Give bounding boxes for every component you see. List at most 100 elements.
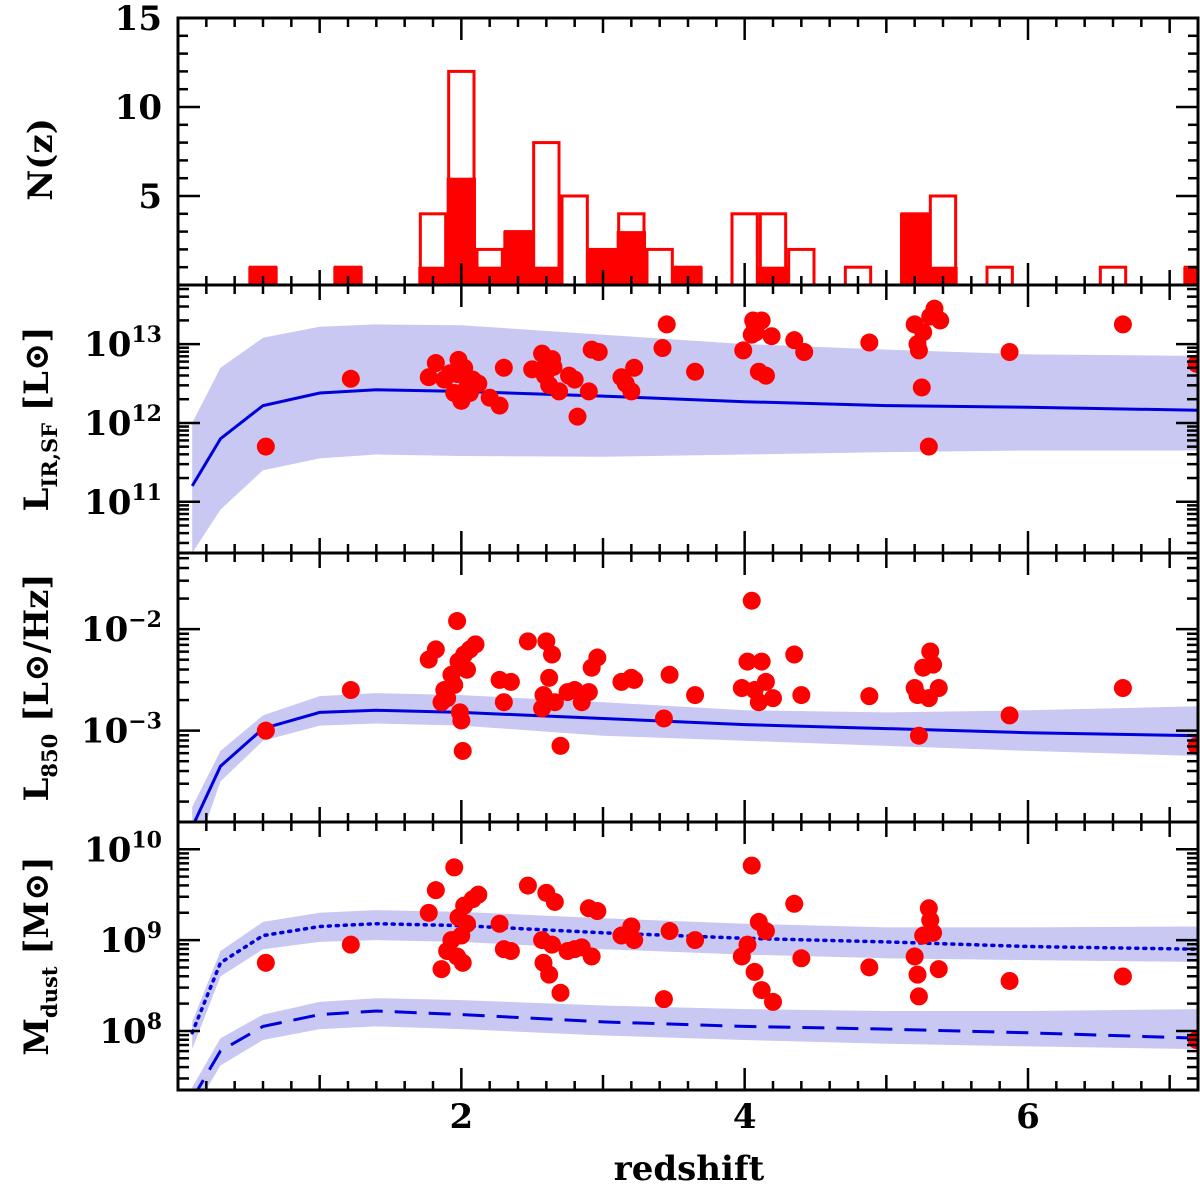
y-axis-title: LIR,SF [L⊙] (17, 327, 62, 512)
x-tick-label: 4 (733, 1097, 757, 1137)
histogram-frame (176, 16, 1200, 287)
data-point (579, 382, 598, 401)
data-point (914, 323, 933, 342)
data-point (341, 935, 360, 954)
y-tick-label: 108 (99, 1009, 162, 1052)
x-axis-title: redshift (614, 1149, 765, 1189)
data-point (738, 652, 757, 671)
panel-frame (176, 551, 1200, 824)
model-band-solid (192, 324, 1198, 553)
data-point (762, 327, 781, 346)
data-point (734, 341, 753, 360)
data-point (749, 693, 768, 712)
data-point (543, 935, 561, 954)
data-point (1000, 343, 1019, 361)
data-point (929, 960, 948, 979)
data-point (550, 382, 569, 401)
y-tick-label: 1011 (84, 480, 162, 523)
data-point (494, 693, 513, 712)
y-tick-label: 5 (138, 177, 162, 217)
hist-bar-filled (900, 213, 930, 285)
hist-bar-open (985, 265, 1014, 285)
data-point (341, 369, 360, 388)
y-tick-label: 10 (115, 88, 162, 128)
y-tick-label: 1012 (84, 401, 162, 444)
data-point (419, 368, 438, 387)
data-point (518, 876, 537, 895)
data-point (625, 670, 644, 689)
data-point (501, 942, 520, 961)
data-point (764, 689, 782, 708)
data-point (924, 655, 943, 674)
data-point (256, 953, 275, 972)
data-point (785, 331, 804, 350)
data-point (426, 640, 445, 659)
data-point (752, 311, 771, 330)
data-point (469, 374, 488, 393)
data-point (738, 935, 757, 954)
data-point (860, 687, 879, 706)
data-point (426, 881, 445, 900)
hist-bar-open (645, 247, 674, 285)
y-tick-label: 15 (115, 0, 162, 39)
hist-bar-filled (1183, 266, 1198, 285)
plot-area (190, 856, 1198, 1090)
data-point (660, 922, 679, 941)
data-point (909, 726, 928, 745)
hist-bar-open (1098, 265, 1128, 285)
data-point (1000, 971, 1019, 990)
data-point (452, 711, 471, 730)
data-point (905, 947, 924, 966)
x-tick-label: 2 (449, 1097, 473, 1137)
hist-bar-open (730, 212, 759, 285)
data-point (466, 635, 485, 654)
data-point (924, 923, 943, 942)
data-point (448, 612, 467, 631)
hist-bar-open (928, 194, 958, 285)
data-point (686, 931, 705, 950)
plot-area (192, 591, 1198, 822)
hist-bar-open (560, 194, 589, 285)
data-point (551, 736, 570, 755)
data-point (490, 914, 509, 933)
data-point (1000, 706, 1019, 725)
data-point (458, 914, 476, 933)
scatter-panel-mdust: 2 4 6 108 109 1010 Mdust [M⊙] (17, 820, 1200, 1137)
data-point (1113, 315, 1132, 334)
data-point (490, 396, 509, 415)
data-point (579, 683, 598, 702)
data-point (742, 591, 761, 610)
data-point (909, 987, 928, 1006)
data-point (582, 947, 601, 966)
data-point (501, 672, 520, 691)
data-point (792, 686, 811, 705)
data-point (453, 953, 472, 972)
data-point (795, 343, 814, 361)
data-point (653, 339, 672, 358)
data-point (544, 357, 563, 376)
data-point (908, 965, 927, 984)
data-point (1113, 679, 1132, 698)
data-point (931, 311, 950, 330)
data-point (545, 693, 564, 712)
plot-area (190, 299, 1198, 553)
data-point (909, 341, 928, 360)
panels: 5 10 15 N(z) 1011 1012 1013 LIR,SF [L⊙] 10−3 10−2… (17, 0, 1200, 1137)
data-point (622, 917, 641, 936)
model-band-solid (192, 693, 1198, 822)
data-point (589, 343, 608, 361)
data-point (518, 632, 537, 651)
scatter-panel-lir: 1011 1012 1013 LIR,SF [L⊙] (17, 283, 1200, 555)
data-point (432, 960, 451, 979)
data-point (438, 689, 457, 708)
histogram-panel: 5 10 15 N(z) (21, 0, 1200, 287)
hist-bar-open (787, 247, 816, 285)
data-point (860, 333, 879, 352)
data-point (625, 358, 644, 377)
hist-bar-open (758, 212, 788, 285)
data-point (256, 721, 275, 740)
y-tick-label: 1013 (84, 322, 162, 365)
data-point (752, 652, 771, 671)
data-point (752, 981, 771, 1000)
data-point (654, 709, 673, 728)
